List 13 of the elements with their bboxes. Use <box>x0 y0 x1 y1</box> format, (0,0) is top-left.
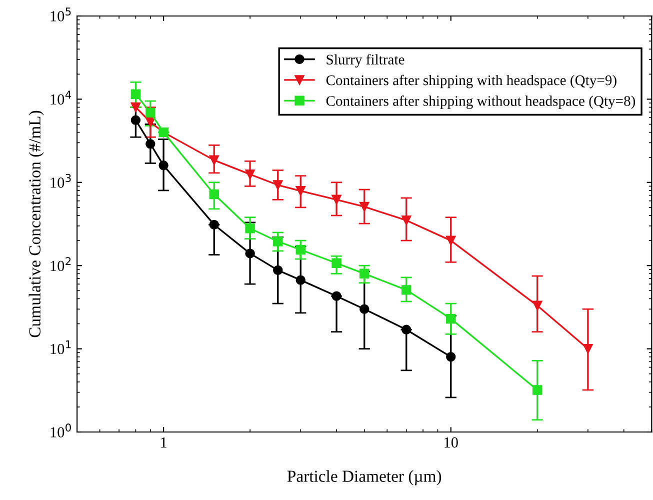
y-tick-label: 10$^{0}$ <box>50 424 71 438</box>
legend-label: Containers after shipping without headspace (Qty=8) <box>326 95 636 109</box>
y-axis-title: Cumulative Concentration (#/mL) <box>28 110 44 338</box>
legend-label: Slurry filtrate <box>326 54 404 68</box>
x-tick-label: 1 <box>161 437 166 448</box>
x-tick-label: 10 <box>444 437 458 448</box>
y-tick-label: 10$^{2}$ <box>50 257 71 272</box>
y-tick-label: 10$^{1}$ <box>50 340 71 354</box>
y-tick-label: 10$^{3}$ <box>50 174 71 188</box>
legend-label: Containers after shipping with headspace (Qty=9) <box>326 74 616 88</box>
y-tick-label: 10$^{5}$ <box>50 8 71 22</box>
x-axis-title: Particle Diameter (µm) <box>287 470 442 486</box>
y-tick-label: 10$^{4}$ <box>50 90 72 105</box>
